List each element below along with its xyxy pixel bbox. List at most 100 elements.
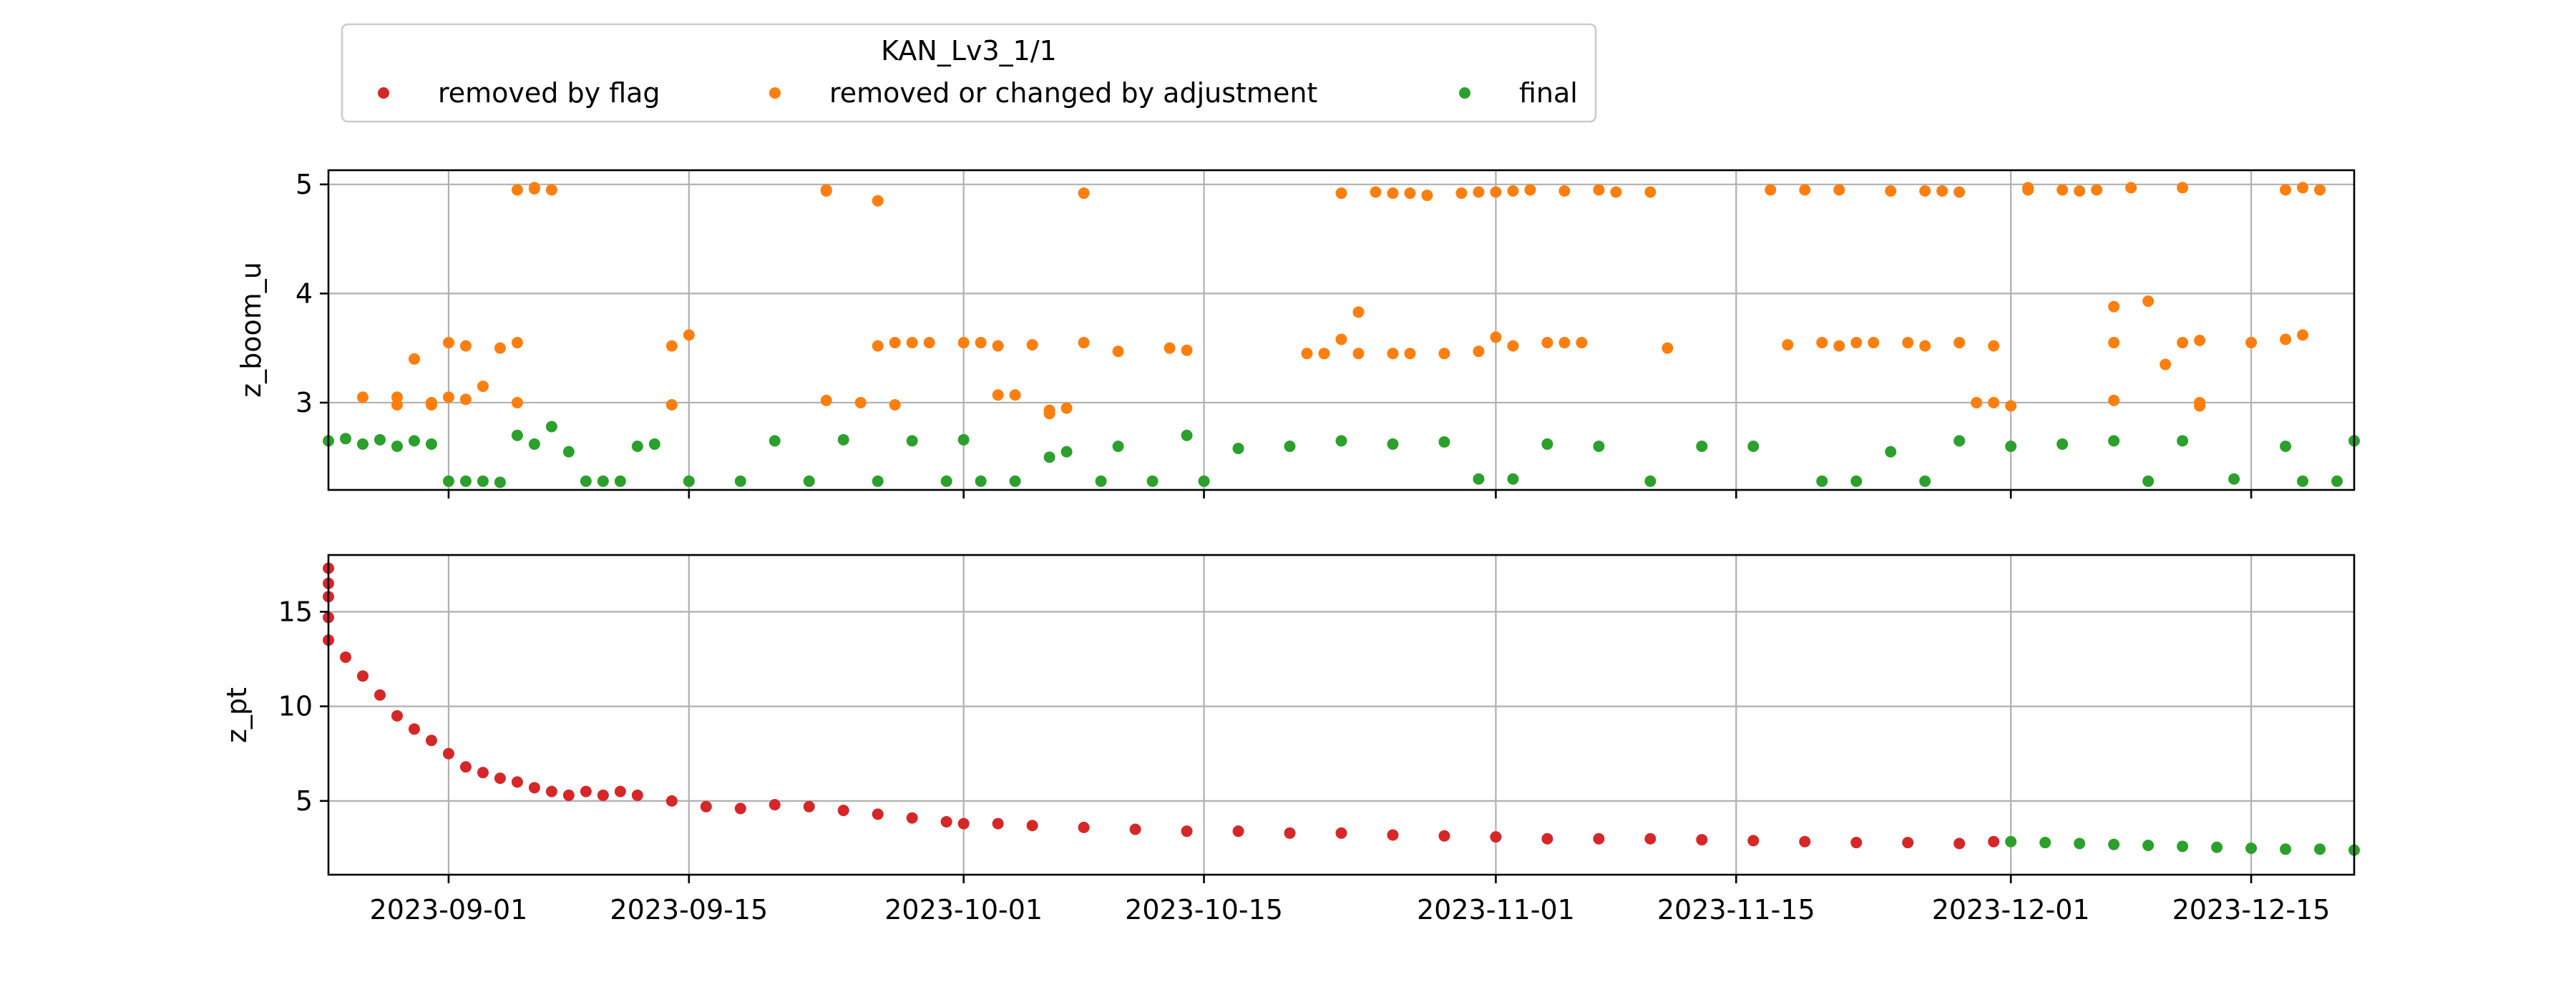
panel-z-boom-u-grid bbox=[328, 170, 2354, 490]
data-point-removed-or-changed-by-adjustment bbox=[2005, 400, 2017, 412]
data-point-removed-or-changed-by-adjustment bbox=[1662, 342, 1674, 354]
data-point-removed-or-changed-by-adjustment bbox=[1078, 337, 1090, 349]
x-tick-label: 2023-10-15 bbox=[1125, 894, 1283, 925]
data-point-removed-or-changed-by-adjustment bbox=[2108, 300, 2120, 313]
data-point-removed-or-changed-by-adjustment bbox=[1868, 337, 1880, 349]
data-point-final bbox=[769, 435, 781, 447]
data-point-final bbox=[2228, 473, 2240, 485]
panel-z-boom-u: 3 4 5 z_boom_u bbox=[235, 169, 2360, 499]
data-point-removed-or-changed-by-adjustment bbox=[2314, 184, 2326, 196]
data-point-removed-or-changed-by-adjustment bbox=[1043, 404, 1055, 416]
data-point-removed-or-changed-by-adjustment bbox=[477, 380, 489, 393]
data-point-final bbox=[1181, 429, 1193, 441]
data-point-removed-by-flag bbox=[1850, 837, 1863, 849]
data-point-removed-by-flag bbox=[734, 802, 746, 815]
data-point-removed-or-changed-by-adjustment bbox=[1902, 337, 1914, 349]
data-point-removed-or-changed-by-adjustment bbox=[1576, 337, 1588, 349]
data-point-removed-or-changed-by-adjustment bbox=[1370, 186, 1382, 198]
data-point-removed-or-changed-by-adjustment bbox=[957, 337, 970, 349]
data-point-final bbox=[1438, 436, 1450, 448]
data-point-final bbox=[2108, 435, 2120, 447]
data-point-removed-or-changed-by-adjustment bbox=[1078, 187, 1090, 200]
data-point-removed-or-changed-by-adjustment bbox=[442, 337, 454, 349]
data-point-removed-or-changed-by-adjustment bbox=[1335, 187, 1347, 200]
data-point-removed-by-flag bbox=[940, 815, 952, 828]
data-point-final bbox=[648, 438, 660, 450]
data-point-removed-or-changed-by-adjustment bbox=[391, 399, 403, 411]
data-point-final bbox=[1284, 440, 1296, 452]
data-point-final bbox=[545, 421, 557, 433]
data-point-removed-or-changed-by-adjustment bbox=[2177, 182, 2189, 194]
data-point-removed-or-changed-by-adjustment bbox=[1404, 348, 1416, 360]
data-point-removed-or-changed-by-adjustment bbox=[2142, 295, 2155, 308]
data-point-removed-by-flag bbox=[1232, 825, 1244, 838]
data-point-removed-or-changed-by-adjustment bbox=[1558, 185, 1571, 197]
data-point-final bbox=[2177, 840, 2189, 853]
data-point-removed-or-changed-by-adjustment bbox=[2194, 400, 2206, 412]
data-point-final bbox=[837, 433, 849, 446]
data-point-final bbox=[2108, 838, 2120, 850]
data-point-removed-or-changed-by-adjustment bbox=[992, 340, 1004, 352]
data-point-final bbox=[477, 475, 489, 487]
data-point-removed-or-changed-by-adjustment bbox=[1473, 345, 1485, 358]
panel-z-boom-u-frame bbox=[327, 169, 2356, 491]
data-point-final bbox=[494, 476, 506, 488]
data-point-removed-by-flag bbox=[1284, 827, 1296, 839]
data-point-removed-by-flag bbox=[906, 812, 918, 824]
legend-label-removed-by-flag: removed by flag bbox=[438, 77, 660, 109]
data-point-removed-or-changed-by-adjustment bbox=[1473, 186, 1485, 198]
data-point-removed-or-changed-by-adjustment bbox=[1558, 337, 1571, 349]
data-point-final bbox=[1696, 440, 1708, 452]
data-point-removed-or-changed-by-adjustment bbox=[1163, 342, 1176, 354]
data-point-final bbox=[2331, 475, 2343, 487]
y-tick-label: 5 bbox=[296, 785, 313, 817]
data-point-final bbox=[906, 435, 918, 447]
data-point-removed-or-changed-by-adjustment bbox=[1971, 396, 1983, 408]
data-point-removed-or-changed-by-adjustment bbox=[1490, 186, 1502, 198]
panel-z-boom-u-ylabel: z_boom_u bbox=[235, 262, 267, 398]
data-point-removed-or-changed-by-adjustment bbox=[1644, 186, 1657, 198]
data-point-removed-or-changed-by-adjustment bbox=[1816, 337, 1828, 349]
data-point-removed-or-changed-by-adjustment bbox=[1919, 340, 1931, 352]
data-point-final bbox=[1387, 438, 1399, 450]
data-point-removed-or-changed-by-adjustment bbox=[872, 340, 884, 352]
data-point-final bbox=[2297, 475, 2309, 487]
data-point-removed-or-changed-by-adjustment bbox=[992, 389, 1004, 401]
data-point-removed-or-changed-by-adjustment bbox=[1301, 348, 1313, 360]
data-point-removed-or-changed-by-adjustment bbox=[1799, 184, 1811, 196]
data-point-removed-or-changed-by-adjustment bbox=[1988, 340, 2000, 352]
data-point-removed-or-changed-by-adjustment bbox=[1541, 337, 1553, 349]
data-point-removed-or-changed-by-adjustment bbox=[923, 337, 935, 349]
data-point-final bbox=[1507, 473, 1519, 485]
data-point-final bbox=[631, 440, 643, 452]
data-point-removed-or-changed-by-adjustment bbox=[494, 342, 506, 354]
legend-box bbox=[341, 23, 1597, 123]
data-point-removed-or-changed-by-adjustment bbox=[1026, 339, 1038, 351]
data-point-removed-by-flag bbox=[528, 782, 540, 794]
data-point-removed-by-flag bbox=[597, 789, 609, 801]
data-point-removed-or-changed-by-adjustment bbox=[1455, 187, 1468, 200]
data-point-final bbox=[614, 475, 626, 487]
data-point-final bbox=[1644, 475, 1657, 487]
data-point-removed-by-flag bbox=[1902, 837, 1914, 849]
panel-z-pt-frame bbox=[327, 554, 2356, 876]
data-point-removed-by-flag bbox=[1953, 838, 1966, 850]
data-point-removed-or-changed-by-adjustment bbox=[1953, 186, 1966, 198]
data-point-removed-or-changed-by-adjustment bbox=[2125, 182, 2137, 194]
data-point-removed-or-changed-by-adjustment bbox=[906, 337, 918, 349]
data-point-removed-or-changed-by-adjustment bbox=[1404, 187, 1416, 200]
panel-z-pt-ticks: 2023-09-01 2023-09-15 2023-10-01 2023-10-15… bbox=[278, 596, 2331, 925]
data-point-removed-or-changed-by-adjustment bbox=[2194, 334, 2206, 346]
data-point-final bbox=[528, 438, 540, 450]
data-point-removed-or-changed-by-adjustment bbox=[1009, 389, 1021, 401]
data-point-removed-by-flag bbox=[1490, 831, 1502, 843]
data-point-removed-by-flag bbox=[1644, 833, 1657, 845]
data-point-final bbox=[2074, 838, 2086, 850]
data-point-final bbox=[356, 438, 369, 450]
data-point-final bbox=[1953, 435, 1966, 447]
data-point-final bbox=[975, 475, 987, 487]
data-point-removed-or-changed-by-adjustment bbox=[442, 391, 454, 403]
data-point-removed-or-changed-by-adjustment bbox=[2108, 394, 2120, 406]
data-point-removed-or-changed-by-adjustment bbox=[665, 399, 678, 411]
data-point-removed-or-changed-by-adjustment bbox=[1936, 185, 1948, 197]
